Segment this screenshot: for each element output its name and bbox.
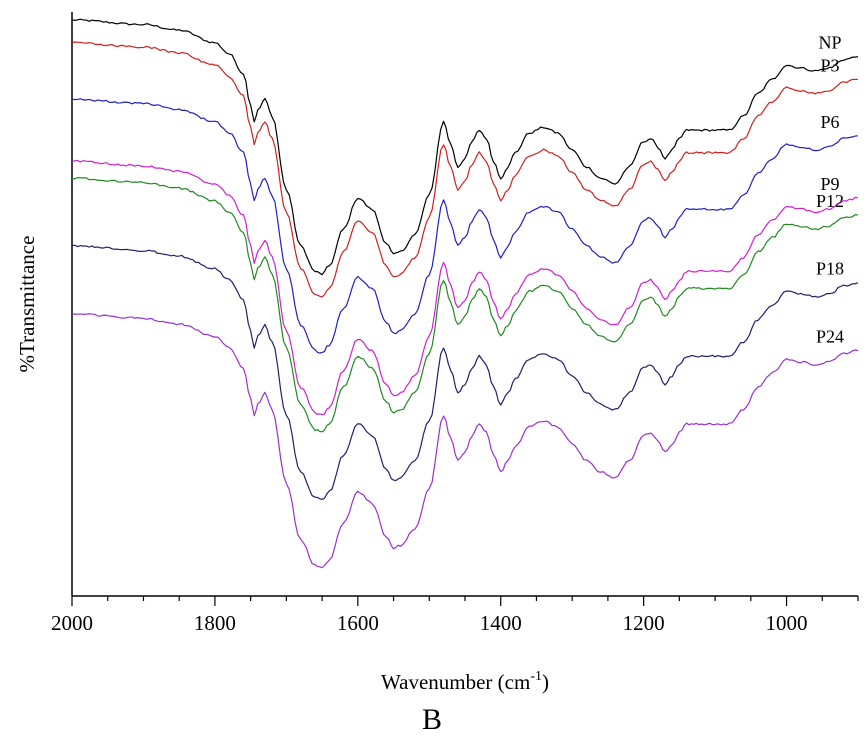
- x-ticks: 2000 1800 1600 1400 1200 1000: [51, 596, 859, 635]
- series-line-p3: [71, 41, 859, 298]
- series-label-p12: P12: [816, 191, 844, 211]
- series-line-np: [71, 18, 859, 276]
- series-label-np: NP: [818, 33, 841, 53]
- series-line-p6: [71, 98, 859, 354]
- x-axis-title-superscript: -1: [530, 669, 542, 684]
- x-axis-title: Wavenumber (cm-1): [381, 669, 549, 694]
- series-line-p18: [71, 244, 859, 501]
- series-label-p9: P9: [820, 174, 839, 194]
- x-tick-label: 1800: [194, 611, 236, 635]
- series-line-p12: [71, 176, 859, 433]
- series-label-p18: P18: [816, 259, 844, 279]
- panel-label: B: [422, 703, 442, 736]
- axes: [71, 12, 858, 597]
- y-axis-title: %Transmittance: [15, 236, 39, 373]
- x-tick-label: 1200: [623, 611, 665, 635]
- x-tick-label: 1600: [337, 611, 379, 635]
- series-label-p6: P6: [820, 112, 839, 132]
- x-axis-title-main: Wavenumber (cm: [381, 670, 530, 694]
- x-tick-label: 2000: [51, 611, 93, 635]
- series-label-p3: P3: [820, 55, 839, 75]
- series-group: [71, 18, 859, 569]
- series-label-p24: P24: [816, 327, 844, 347]
- x-axis-title-end: ): [542, 670, 549, 694]
- series-line-p24: [71, 312, 859, 569]
- x-tick-label: 1400: [480, 611, 522, 635]
- x-tick-label: 1000: [766, 611, 808, 635]
- series-line-p9: [71, 159, 859, 416]
